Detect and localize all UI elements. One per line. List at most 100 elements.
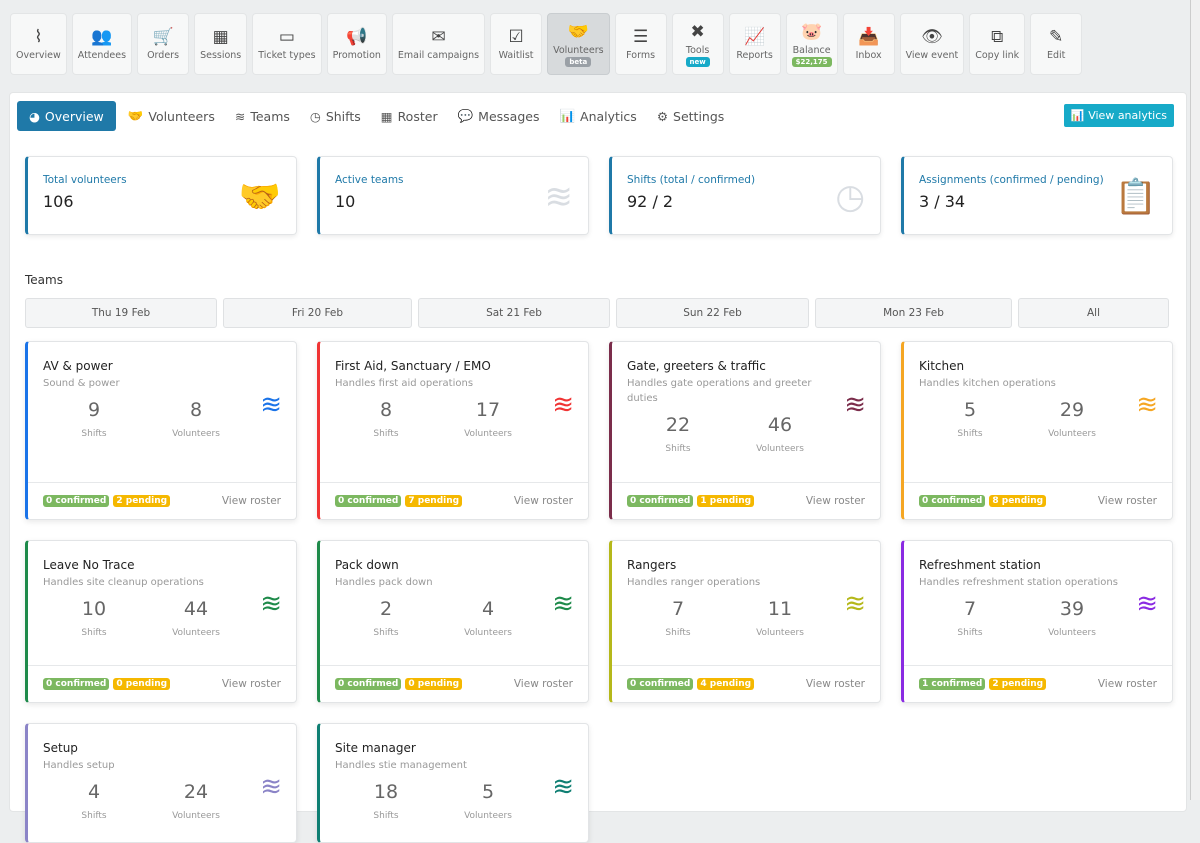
team-counts: 10 Shifts 44 Volunteers: [43, 598, 281, 638]
team-name: Leave No Trace: [43, 558, 135, 572]
nav-badge: new: [685, 56, 710, 67]
nav-attendees-button[interactable]: 👥 Attendees: [71, 13, 133, 75]
team-counts: 18 Shifts 5 Volunteers: [335, 781, 573, 821]
view-roster-link[interactable]: View roster: [513, 678, 573, 690]
shifts-label: Shifts: [957, 628, 983, 638]
tab-volunteers[interactable]: 🤝 Volunteers: [120, 101, 223, 131]
scrollbar[interactable]: [1190, 0, 1200, 800]
nav-edit-button[interactable]: ✎ Edit: [1030, 13, 1083, 75]
shifts-value: 7: [671, 598, 685, 620]
pending-badge: 4 pending: [697, 678, 755, 690]
team-card[interactable]: Pack down Handles pack down 2 Shifts 4 Volunt…: [317, 540, 589, 703]
volunteers-value: 11: [767, 598, 793, 620]
clipboard-check-icon: ☑: [508, 26, 524, 47]
confirmed-badge: 0 confirmed: [43, 678, 110, 690]
nav-copy-link-button[interactable]: ⧉ Copy link: [969, 13, 1026, 75]
view-roster-link[interactable]: View roster: [221, 495, 281, 507]
tab-teams[interactable]: ≋ Teams: [227, 101, 298, 131]
copy-icon: ⧉: [991, 26, 1004, 47]
team-card-body: Pack down Handles pack down 2 Shifts 4 Volunt…: [320, 541, 588, 638]
team-counts: 7 Shifts 11 Volunteers: [627, 598, 865, 638]
tab-overview[interactable]: ◕ Overview: [17, 101, 116, 131]
date-filter-button[interactable]: Fri 20 Feb: [223, 298, 412, 328]
view-roster-link[interactable]: View roster: [1097, 678, 1157, 690]
nav-overview-button[interactable]: ⌇ Overview: [10, 13, 67, 75]
view-roster-link[interactable]: View roster: [1097, 495, 1157, 507]
nav-view-event-button[interactable]: 👁 View event: [899, 13, 965, 75]
nav-email-campaigns-button[interactable]: ✉ Email campaigns: [391, 13, 486, 75]
view-analytics-button[interactable]: 📊 View analytics: [1063, 104, 1174, 127]
team-card-footer: 0 confirmed 0 pending View roster: [28, 665, 296, 702]
tab-roster[interactable]: ▦ Roster: [373, 101, 446, 131]
team-card[interactable]: Leave No Trace Handles site cleanup opera…: [25, 540, 297, 703]
volunteers-count: 39 Volunteers: [1021, 598, 1123, 638]
team-card[interactable]: Rangers Handles ranger operations 7 Shifts 1…: [609, 540, 881, 703]
tab-messages[interactable]: 💬 Messages: [450, 101, 548, 131]
date-filter-button[interactable]: Sat 21 Feb: [418, 298, 610, 328]
team-card[interactable]: Site manager Handles stie management 18 Shi…: [317, 723, 589, 843]
date-filter-button[interactable]: Mon 23 Feb: [815, 298, 1012, 328]
nav-label: Promotion: [332, 49, 381, 61]
view-roster-link[interactable]: View roster: [221, 678, 281, 690]
shifts-count: 7 Shifts: [627, 598, 729, 638]
tab-label: Messages: [478, 108, 540, 124]
team-card-footer: 0 confirmed 2 pending View roster: [28, 482, 296, 519]
nav-sessions-button[interactable]: ▦ Sessions: [194, 13, 248, 75]
tab-analytics[interactable]: 📊 Analytics: [551, 101, 644, 131]
tab-label: Volunteers: [148, 108, 215, 124]
view-roster-link[interactable]: View roster: [513, 495, 573, 507]
team-card[interactable]: First Aid, Sanctuary / EMO Handles first …: [317, 341, 589, 520]
date-filter-button[interactable]: Sun 22 Feb: [616, 298, 809, 328]
date-filter-button[interactable]: All: [1018, 298, 1169, 328]
tab-shifts[interactable]: ◷ Shifts: [302, 101, 369, 131]
team-card-body: Gate, greeters & traffic Handles gate ope…: [612, 342, 880, 454]
volunteers-count: 44 Volunteers: [145, 598, 247, 638]
confirmed-badge: 1 confirmed: [919, 678, 986, 690]
nav-reports-button[interactable]: 📈 Reports: [728, 13, 781, 75]
layers-icon: ≋: [1136, 589, 1158, 619]
tab-settings[interactable]: ⚙ Settings: [649, 101, 733, 131]
shifts-value: 10: [81, 598, 107, 620]
confirmed-badge: 0 confirmed: [335, 678, 402, 690]
volunteers-value: 24: [183, 781, 209, 803]
date-filter-button[interactable]: Thu 19 Feb: [25, 298, 217, 328]
volunteers-label: Volunteers: [464, 429, 512, 439]
nav-label: Forms: [626, 49, 656, 61]
volunteers-label: Volunteers: [756, 628, 804, 638]
pending-badge: 2 pending: [113, 495, 171, 507]
nav-ticket-types-button[interactable]: ▭ Ticket types: [252, 13, 322, 75]
nav-tools-button[interactable]: ✖ Tools new: [671, 13, 724, 75]
shifts-label: Shifts: [81, 429, 107, 439]
tab-label: Analytics: [580, 108, 637, 124]
nav-promotion-button[interactable]: 📢 Promotion: [326, 13, 387, 75]
volunteers-label: Volunteers: [172, 811, 220, 821]
nav-volunteers-button[interactable]: 🤝 Volunteers beta: [547, 13, 610, 75]
nav-waitlist-button[interactable]: ☑ Waitlist: [490, 13, 543, 75]
handshake-icon: 🤝: [238, 177, 281, 217]
team-card[interactable]: Refreshment station Handles refreshment s…: [901, 540, 1173, 703]
view-roster-link[interactable]: View roster: [805, 495, 865, 507]
team-card[interactable]: AV & power Sound & power 9 Shifts 8 Volunteer…: [25, 341, 297, 520]
date-filter: Thu 19 Feb Fri 20 Feb Sat 21 Feb Sun 22 Feb…: [25, 298, 1169, 328]
bar-chart-icon: 📊: [559, 108, 576, 123]
team-card[interactable]: Kitchen Handles kitchen operations 5 Shifts…: [901, 341, 1173, 520]
calendar-icon: ▦: [212, 26, 229, 47]
team-card[interactable]: Setup Handles setup 4 Shifts 24 Volunteers ≋: [25, 723, 297, 843]
layers-icon: ≋: [844, 589, 866, 619]
team-name: AV & power: [43, 359, 113, 373]
cogs-icon: ⚙: [656, 108, 669, 124]
nav-balance-button[interactable]: 🐷 Balance $22,175: [785, 13, 838, 75]
team-card[interactable]: Gate, greeters & traffic Handles gate ope…: [609, 341, 881, 520]
volunteers-count: 8 Volunteers: [145, 399, 247, 439]
nav-forms-button[interactable]: ☰ Forms: [614, 13, 667, 75]
nav-label: Tools: [685, 44, 710, 56]
users-icon: 👥: [91, 26, 113, 47]
shifts-count: 8 Shifts: [335, 399, 437, 439]
team-card-body: Site manager Handles stie management 18 Shi…: [320, 724, 588, 821]
view-roster-link[interactable]: View roster: [805, 678, 865, 690]
tab-label: Settings: [673, 108, 725, 124]
nav-label: Reports: [736, 49, 773, 61]
nav-orders-button[interactable]: 🛒 Orders: [137, 13, 190, 75]
nav-inbox-button[interactable]: 📥 Inbox: [842, 13, 895, 75]
volunteers-label: Volunteers: [172, 628, 220, 638]
